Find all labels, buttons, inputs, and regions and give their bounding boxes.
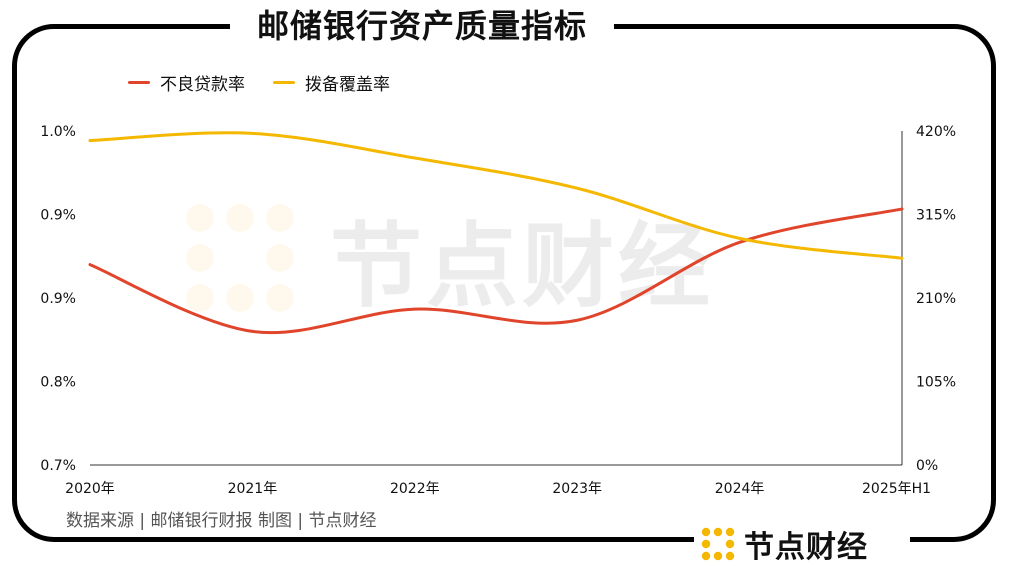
legend-swatch-npl bbox=[128, 80, 150, 84]
series-line-npl bbox=[88, 207, 904, 335]
legend-item-coverage: 拨备覆盖率 bbox=[273, 70, 390, 95]
x-tick-label: 2025年H1 bbox=[862, 481, 931, 497]
y-right-tick-label: 210% bbox=[916, 291, 956, 307]
x-tick-label: 2022年 bbox=[390, 481, 440, 497]
y-right-tick-label: 105% bbox=[916, 375, 956, 391]
brand-logo: 节点财经 bbox=[694, 524, 910, 565]
source-note: 数据来源 | 邮储银行财报 制图 | 节点财经 bbox=[66, 511, 377, 531]
y-right-tick-label: 315% bbox=[916, 208, 956, 224]
legend-label-npl: 不良贷款率 bbox=[160, 74, 245, 95]
legend-item-npl: 不良贷款率 bbox=[128, 70, 245, 95]
legend: 不良贷款率 拨备覆盖率 bbox=[128, 70, 390, 95]
x-tick-label: 2020年 bbox=[65, 481, 115, 497]
tick-labels: 1.0% 0.9% 0.9% 0.8% 0.7% 420% 315% 210% 105% 0% 20… bbox=[40, 124, 956, 497]
brand-name: 节点财经 bbox=[744, 530, 868, 565]
x-tick-label: 2024年 bbox=[715, 481, 765, 497]
y-left-tick-label: 0.9% bbox=[40, 291, 76, 307]
y-left-tick-label: 0.8% bbox=[40, 375, 76, 391]
x-tick-label: 2023年 bbox=[552, 481, 602, 497]
chart-axes bbox=[90, 131, 903, 466]
legend-label-coverage: 拨备覆盖率 bbox=[305, 74, 390, 95]
y-right-tick-label: 0% bbox=[916, 458, 938, 474]
x-tick-label: 2021年 bbox=[228, 481, 278, 497]
y-left-tick-label: 0.9% bbox=[40, 208, 76, 224]
series-layer bbox=[88, 131, 904, 335]
y-right-tick-label: 420% bbox=[916, 124, 956, 140]
chart-title: 邮储银行资产质量指标 bbox=[256, 7, 587, 45]
chart-title-container: 邮储银行资产质量指标 bbox=[230, 4, 614, 48]
y-left-tick-label: 0.7% bbox=[40, 458, 76, 474]
legend-swatch-coverage bbox=[273, 80, 295, 84]
y-left-tick-label: 1.0% bbox=[40, 124, 76, 140]
series-line-coverage bbox=[88, 131, 904, 260]
brand-logo-icon bbox=[701, 527, 735, 561]
